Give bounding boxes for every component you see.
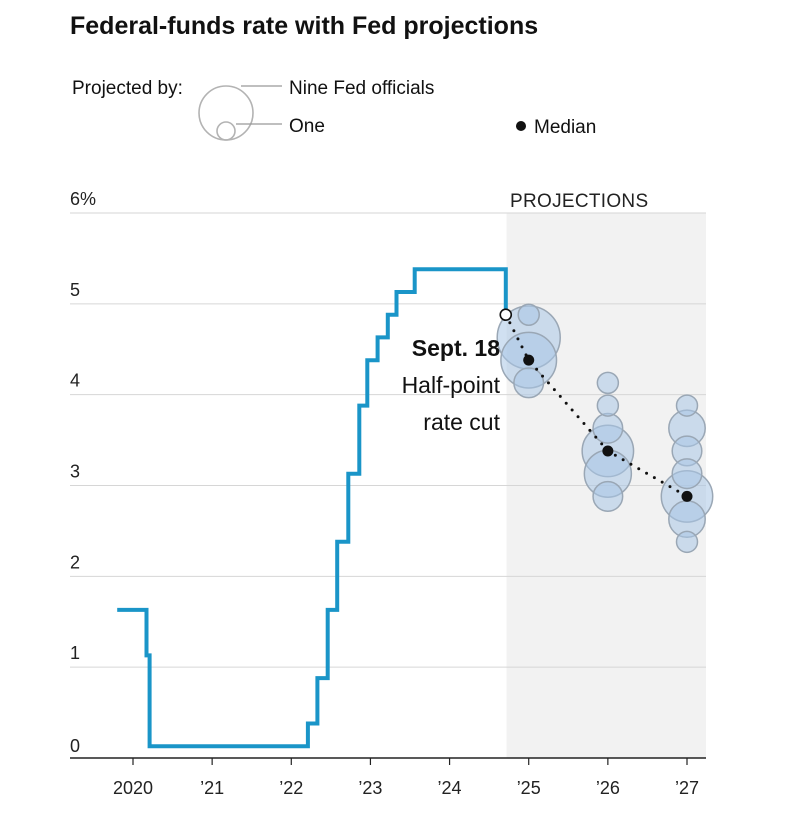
x-axis: 2020 ’21 ’22 ’23 ’24 ’25 ’26 ’27 [70, 757, 706, 798]
projection-bubble [596, 394, 620, 417]
y-tick-label: 3 [70, 462, 80, 482]
x-tick-label: ’25 [517, 778, 541, 798]
gridlines [70, 212, 706, 668]
projection-bubble [675, 394, 699, 417]
legend-median: Median [534, 117, 596, 138]
projection-bubble [517, 303, 540, 326]
chart-title: Federal-funds rate with Fed projections [70, 12, 538, 40]
annotation-date: Sept. 18 [412, 335, 500, 361]
projection-bubble [592, 412, 624, 444]
annotation-line2: rate cut [423, 409, 500, 435]
y-tick-label: 1 [70, 643, 80, 663]
legend-projected-by: Projected by: [72, 78, 183, 99]
x-tick-label: ’22 [279, 778, 303, 798]
projection-bubble [671, 458, 703, 490]
projection-bubble [513, 367, 545, 399]
median-group [499, 308, 693, 502]
annotation-line1: Half-point [402, 372, 501, 398]
y-axis-labels: 0 1 2 3 4 5 6% [70, 189, 96, 756]
median-dotted-line [504, 313, 689, 498]
annotation: Sept. 18 Half-point rate cut [402, 335, 501, 435]
median-dot [681, 490, 693, 502]
projections-label: PROJECTIONS [510, 191, 648, 212]
x-tick-label: ’21 [200, 778, 224, 798]
legend-small-circle-icon [216, 121, 236, 141]
legend-large-circle-icon [198, 85, 254, 141]
y-tick-label: 0 [70, 736, 80, 756]
projection-bubble [675, 530, 699, 554]
y-tick-label: 5 [70, 280, 80, 300]
rate-series-line [117, 267, 508, 749]
projection-bubble [592, 480, 624, 512]
y-tick-label: 4 [70, 371, 80, 391]
y-tick-label: 2 [70, 552, 80, 572]
x-tick-label: ’24 [438, 778, 462, 798]
x-tick-label: ’27 [675, 778, 699, 798]
legend-median-dot-icon [516, 121, 526, 131]
x-tick-label: ’26 [596, 778, 620, 798]
legend-one: One [289, 116, 325, 137]
legend-nine-officials: Nine Fed officials [289, 78, 434, 99]
x-tick-label: ’23 [358, 778, 382, 798]
legend: Projected by: Nine Fed officials One Med… [72, 78, 596, 141]
median-dot [523, 354, 535, 366]
x-tick-label: 2020 [113, 778, 153, 798]
projection-bubble [596, 371, 620, 395]
y-tick-label: 6% [70, 189, 96, 209]
cut-point-marker [499, 308, 513, 322]
median-dot [602, 445, 614, 457]
rate-line-group [117, 267, 508, 749]
